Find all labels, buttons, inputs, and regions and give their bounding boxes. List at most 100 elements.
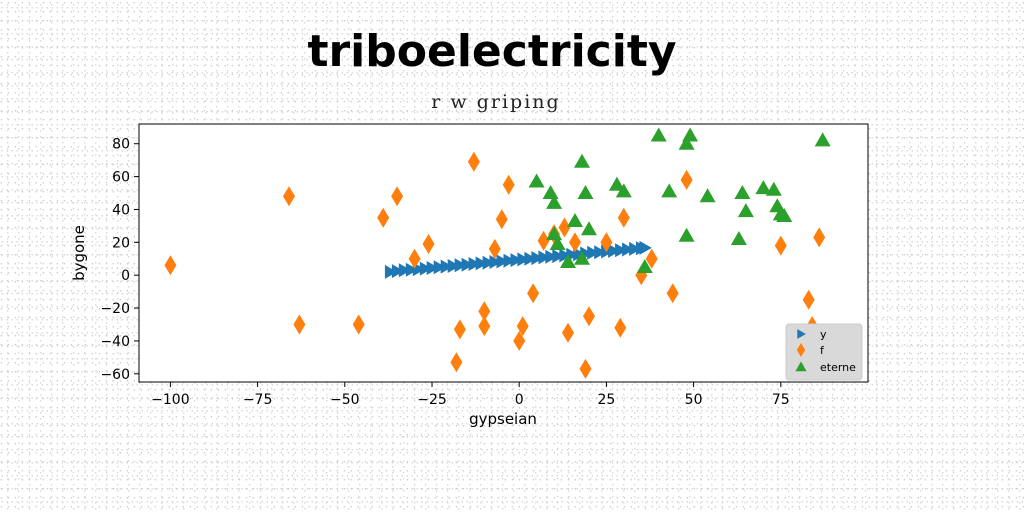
point-f [513, 330, 526, 351]
chart-subtitle: r w griping [431, 91, 560, 113]
point-f [495, 209, 508, 230]
x-tick-label: −75 [243, 392, 273, 408]
point-f [813, 227, 826, 248]
y-tick-label: 60 [112, 170, 130, 186]
point-y [391, 264, 405, 279]
point-y [608, 243, 621, 258]
point-eterne [682, 127, 699, 142]
point-f [617, 207, 630, 228]
point-y [587, 245, 600, 260]
point-f [600, 232, 613, 253]
point-f [478, 316, 491, 337]
x-axis-label: gypseian [469, 410, 537, 428]
plot-area [138, 123, 869, 383]
point-f [391, 186, 404, 207]
point-y [405, 262, 419, 277]
point-f [680, 169, 693, 190]
point-eterne [581, 221, 597, 236]
point-f [614, 317, 627, 338]
point-f [478, 301, 491, 322]
point-f [293, 314, 306, 335]
point-eterne [574, 250, 590, 265]
point-f [558, 217, 571, 238]
point-f [569, 232, 581, 253]
point-y [454, 258, 467, 273]
point-y [629, 241, 642, 256]
point-y [440, 259, 453, 274]
point-y [489, 255, 502, 269]
point-y [510, 253, 523, 268]
point-eterne [546, 226, 563, 241]
point-eterne [615, 183, 632, 198]
point-f [516, 316, 529, 337]
x-tick-label: 75 [772, 392, 790, 408]
legend-label-f: f [820, 344, 825, 357]
point-f [467, 151, 480, 172]
point-f [583, 306, 595, 327]
point-y [639, 240, 652, 255]
point-f [502, 174, 515, 195]
point-y [419, 261, 432, 276]
point-f [774, 235, 787, 256]
point-f [802, 289, 815, 310]
point-eterne [776, 208, 793, 222]
y-tick-label: −60 [100, 367, 130, 383]
x-tick-label: 0 [515, 392, 524, 408]
y-tick-label: −40 [100, 334, 130, 350]
point-eterne [560, 254, 576, 268]
point-eterne [699, 188, 716, 203]
point-y [594, 245, 607, 260]
point-y [433, 260, 446, 275]
legend-label-eterne: eterne [820, 361, 856, 374]
point-eterne [734, 185, 751, 199]
point-y [475, 256, 488, 271]
point-f [488, 238, 501, 259]
y-tick-label: 80 [112, 137, 130, 153]
point-y [482, 255, 495, 270]
point-eterne [661, 183, 678, 198]
point-eterne [636, 259, 653, 273]
point-eterne [608, 176, 625, 191]
point-f [450, 352, 463, 373]
point-f [352, 314, 365, 335]
y-axis: −60 −40 −20 0 20 40 60 80 [100, 137, 139, 383]
point-eterne [678, 135, 695, 150]
point-y [573, 247, 586, 262]
point-y [426, 261, 439, 275]
point-y [538, 250, 551, 265]
legend-label-y: y [820, 328, 827, 341]
x-tick-label: −100 [151, 392, 189, 408]
point-f [164, 255, 177, 276]
x-tick-label: −25 [417, 392, 447, 408]
point-y [384, 264, 398, 279]
point-eterne [546, 194, 563, 209]
point-y [531, 251, 544, 266]
legend-box [785, 323, 863, 381]
y-axis-label: bygone [70, 225, 88, 281]
point-y [503, 253, 516, 268]
y-tick-label: 20 [112, 235, 130, 251]
x-tick-label: 50 [685, 392, 703, 408]
point-y [398, 263, 412, 278]
point-y [552, 249, 565, 264]
point-y [447, 259, 460, 273]
point-eterne [814, 132, 831, 147]
x-tick-label: −50 [330, 392, 360, 408]
legend-marker-f [796, 343, 806, 357]
point-f [527, 283, 540, 304]
point-f [537, 230, 550, 251]
point-y [559, 248, 572, 263]
point-y [461, 257, 474, 272]
point-eterne [542, 185, 559, 199]
point-y [622, 242, 635, 257]
point-f [562, 322, 574, 343]
point-eterne [574, 153, 590, 168]
legend-marker-y [797, 329, 806, 339]
x-tick-label: 25 [597, 392, 615, 408]
point-eterne [650, 127, 667, 142]
point-f [579, 358, 592, 379]
legend: y f eterne [785, 323, 863, 381]
point-y [524, 251, 537, 266]
point-eterne [755, 180, 772, 195]
